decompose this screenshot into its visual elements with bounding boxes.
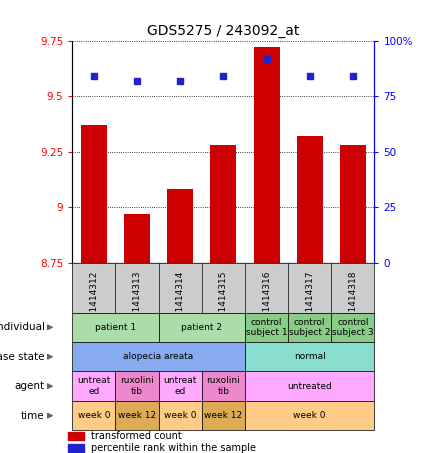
Bar [116, 401, 159, 430]
Bar [72, 371, 116, 401]
Bar [159, 371, 202, 401]
Bar [245, 371, 374, 401]
Bar [116, 371, 159, 401]
Text: GSM1414314: GSM1414314 [176, 270, 185, 331]
Text: transformed count: transformed count [91, 431, 181, 441]
Bar [288, 313, 331, 342]
Text: control
subject 3: control subject 3 [332, 318, 374, 337]
Text: GSM1414315: GSM1414315 [219, 270, 228, 331]
Bar [124, 214, 150, 263]
Text: GSM1414312: GSM1414312 [89, 270, 99, 331]
Text: week 0: week 0 [164, 411, 197, 420]
Bar [245, 342, 374, 371]
Bar [159, 313, 245, 342]
Bar [72, 313, 159, 342]
Text: week 0: week 0 [78, 411, 110, 420]
Text: untreat
ed: untreat ed [77, 376, 110, 396]
Text: GSM1414316: GSM1414316 [262, 270, 271, 331]
Text: ruxolini
tib: ruxolini tib [206, 376, 240, 396]
Text: alopecia areata: alopecia areata [124, 352, 194, 361]
Bar [159, 401, 202, 430]
Text: agent: agent [15, 381, 45, 391]
Bar [245, 401, 374, 430]
Text: untreat
ed: untreat ed [163, 376, 197, 396]
Text: control
subject 1: control subject 1 [246, 318, 287, 337]
Bar [210, 145, 237, 263]
Text: ruxolini
tib: ruxolini tib [120, 376, 154, 396]
Text: control
subject 2: control subject 2 [289, 318, 331, 337]
Text: untreated: untreated [287, 382, 332, 390]
Text: time: time [21, 410, 45, 421]
Title: GDS5275 / 243092_at: GDS5275 / 243092_at [147, 24, 300, 39]
Text: week 0: week 0 [293, 411, 326, 420]
Text: patient 2: patient 2 [181, 323, 223, 332]
Text: patient 1: patient 1 [95, 323, 136, 332]
Text: week 12: week 12 [118, 411, 156, 420]
Bar [72, 401, 116, 430]
Bar [167, 189, 193, 263]
Text: GSM1414313: GSM1414313 [133, 270, 141, 331]
Bar [245, 313, 288, 342]
Text: week 12: week 12 [204, 411, 243, 420]
Bar [81, 125, 107, 263]
Text: disease state: disease state [0, 352, 45, 362]
Text: GSM1414318: GSM1414318 [348, 270, 357, 331]
Bar [67, 432, 84, 440]
Text: percentile rank within the sample: percentile rank within the sample [91, 443, 255, 453]
Bar [340, 145, 366, 263]
Bar [202, 371, 245, 401]
Bar [254, 48, 279, 263]
Bar [297, 136, 323, 263]
Bar [67, 444, 84, 453]
Bar [331, 313, 374, 342]
Text: normal: normal [294, 352, 325, 361]
Text: individual: individual [0, 322, 45, 333]
Text: GSM1414317: GSM1414317 [305, 270, 314, 331]
Bar [72, 342, 245, 371]
Bar [202, 401, 245, 430]
